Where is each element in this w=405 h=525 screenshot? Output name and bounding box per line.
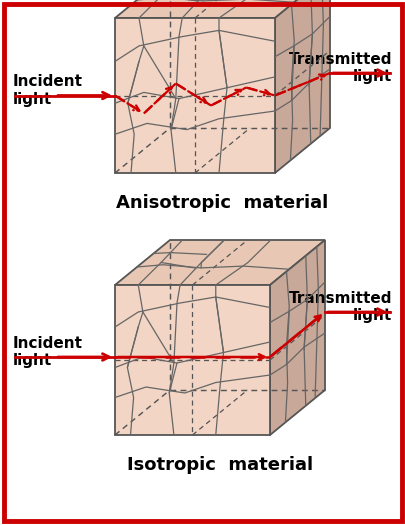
- Text: Transmitted
light: Transmitted light: [288, 52, 391, 84]
- Text: Isotropic  material: Isotropic material: [127, 456, 312, 474]
- Text: Incident
light: Incident light: [13, 75, 83, 107]
- Text: Anisotropic  material: Anisotropic material: [116, 194, 328, 212]
- Polygon shape: [274, 0, 329, 173]
- Polygon shape: [115, 0, 329, 18]
- Polygon shape: [115, 240, 324, 285]
- Polygon shape: [269, 240, 324, 435]
- Polygon shape: [115, 18, 274, 173]
- Polygon shape: [115, 285, 269, 435]
- Text: Incident
light: Incident light: [13, 336, 83, 368]
- Text: Transmitted
light: Transmitted light: [288, 291, 391, 323]
